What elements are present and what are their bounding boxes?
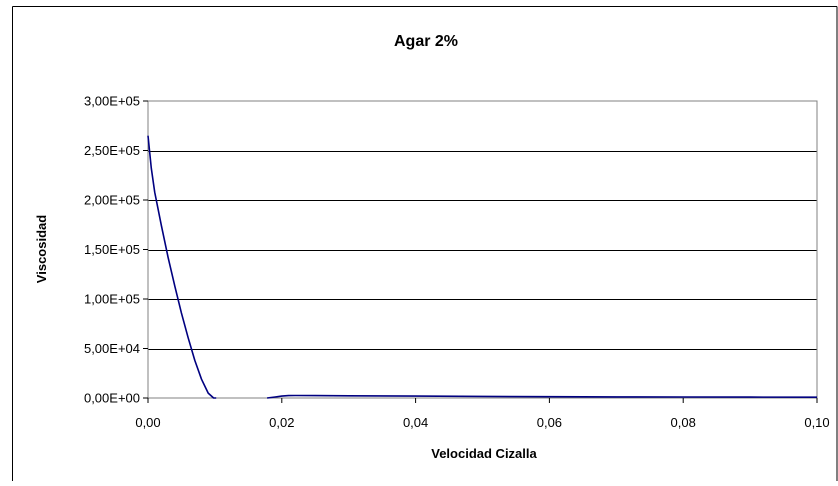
gridlines: [148, 151, 817, 350]
x-tick-label: 0,04: [403, 415, 428, 430]
y-tick-label: 2,00E+05: [84, 193, 140, 208]
x-tick-label: 0,02: [269, 415, 294, 430]
series-line-2: [267, 394, 818, 399]
series-layer: [147, 135, 818, 399]
y-axis-ticks: 0,00E+00 5,00E+04 1,00E+05 1,50E+05 2,00E+05…: [84, 94, 148, 406]
y-tick-label: 1,00E+05: [84, 292, 140, 307]
x-tick-label: 0,08: [671, 415, 696, 430]
x-axis-ticks: 0,00 0,02 0,04 0,06 0,08 0,10: [135, 398, 830, 430]
x-tick-label: 0,00: [135, 415, 160, 430]
chart-title: Agar 2%: [394, 33, 458, 50]
series-line-1: [147, 135, 217, 399]
x-tick-label: 0,06: [537, 415, 562, 430]
y-tick-label: 5,00E+04: [84, 341, 140, 356]
x-axis-label: Velocidad Cizalla: [431, 446, 537, 461]
y-tick-label: 1,50E+05: [84, 242, 140, 257]
y-tick-label: 2,50E+05: [84, 143, 140, 158]
y-tick-label: 3,00E+05: [84, 94, 140, 109]
y-axis-label: Viscosidad: [34, 215, 49, 283]
x-tick-label: 0,10: [804, 415, 829, 430]
plot-area-frame: [147, 100, 818, 399]
y-tick-label: 0,00E+00: [84, 391, 140, 406]
